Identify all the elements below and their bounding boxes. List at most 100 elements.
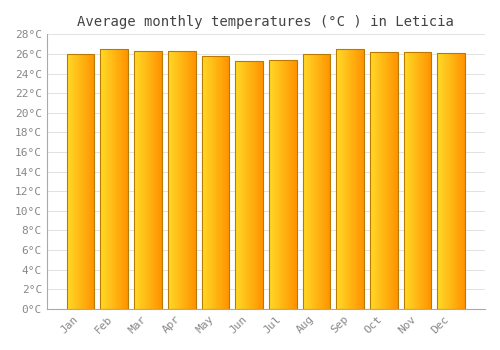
- Bar: [70, 54, 71, 309]
- Bar: [288, 60, 289, 309]
- Bar: [184, 51, 185, 309]
- Bar: [407, 52, 408, 309]
- Bar: [134, 51, 135, 309]
- Bar: [141, 51, 142, 309]
- Bar: [423, 52, 424, 309]
- Bar: [302, 54, 330, 309]
- Bar: [138, 51, 139, 309]
- Bar: [148, 51, 150, 309]
- Bar: [223, 56, 224, 309]
- Bar: [404, 52, 431, 309]
- Bar: [320, 54, 322, 309]
- Bar: [354, 49, 355, 309]
- Bar: [236, 61, 263, 309]
- Bar: [355, 49, 356, 309]
- Bar: [144, 51, 145, 309]
- Bar: [362, 49, 364, 309]
- Bar: [382, 52, 383, 309]
- Bar: [329, 54, 330, 309]
- Bar: [155, 51, 156, 309]
- Bar: [194, 51, 195, 309]
- Bar: [380, 52, 381, 309]
- Bar: [269, 60, 270, 309]
- Bar: [417, 52, 418, 309]
- Bar: [394, 52, 395, 309]
- Bar: [114, 49, 115, 309]
- Bar: [269, 60, 296, 309]
- Bar: [238, 61, 240, 309]
- Bar: [438, 53, 439, 309]
- Bar: [440, 53, 441, 309]
- Bar: [445, 53, 446, 309]
- Bar: [319, 54, 320, 309]
- Bar: [243, 61, 244, 309]
- Bar: [135, 51, 136, 309]
- Bar: [412, 52, 414, 309]
- Bar: [350, 49, 351, 309]
- Bar: [182, 51, 183, 309]
- Bar: [210, 56, 211, 309]
- Bar: [273, 60, 274, 309]
- Bar: [185, 51, 186, 309]
- Bar: [106, 49, 108, 309]
- Bar: [342, 49, 344, 309]
- Bar: [101, 49, 102, 309]
- Bar: [67, 54, 94, 309]
- Bar: [170, 51, 172, 309]
- Bar: [224, 56, 225, 309]
- Bar: [174, 51, 175, 309]
- Bar: [421, 52, 422, 309]
- Bar: [208, 56, 209, 309]
- Bar: [156, 51, 157, 309]
- Bar: [100, 49, 101, 309]
- Bar: [381, 52, 382, 309]
- Bar: [69, 54, 70, 309]
- Bar: [353, 49, 354, 309]
- Bar: [112, 49, 113, 309]
- Bar: [205, 56, 206, 309]
- Bar: [282, 60, 283, 309]
- Bar: [73, 54, 74, 309]
- Bar: [176, 51, 177, 309]
- Bar: [443, 53, 444, 309]
- Bar: [395, 52, 396, 309]
- Bar: [310, 54, 311, 309]
- Bar: [227, 56, 228, 309]
- Bar: [379, 52, 380, 309]
- Bar: [438, 53, 465, 309]
- Bar: [420, 52, 421, 309]
- Bar: [103, 49, 104, 309]
- Bar: [209, 56, 210, 309]
- Bar: [137, 51, 138, 309]
- Bar: [336, 49, 364, 309]
- Bar: [348, 49, 349, 309]
- Bar: [262, 61, 263, 309]
- Bar: [175, 51, 176, 309]
- Bar: [100, 49, 128, 309]
- Bar: [447, 53, 448, 309]
- Bar: [254, 61, 256, 309]
- Bar: [77, 54, 78, 309]
- Bar: [152, 51, 153, 309]
- Bar: [446, 53, 447, 309]
- Bar: [384, 52, 386, 309]
- Bar: [212, 56, 214, 309]
- Bar: [122, 49, 124, 309]
- Bar: [246, 61, 247, 309]
- Bar: [458, 53, 459, 309]
- Bar: [116, 49, 117, 309]
- Bar: [430, 52, 432, 309]
- Bar: [374, 52, 375, 309]
- Bar: [110, 49, 111, 309]
- Bar: [150, 51, 151, 309]
- Bar: [108, 49, 109, 309]
- Bar: [322, 54, 324, 309]
- Bar: [104, 49, 106, 309]
- Bar: [370, 52, 398, 309]
- Bar: [388, 52, 390, 309]
- Bar: [91, 54, 92, 309]
- Bar: [202, 56, 229, 309]
- Bar: [271, 60, 272, 309]
- Bar: [153, 51, 154, 309]
- Bar: [84, 54, 86, 309]
